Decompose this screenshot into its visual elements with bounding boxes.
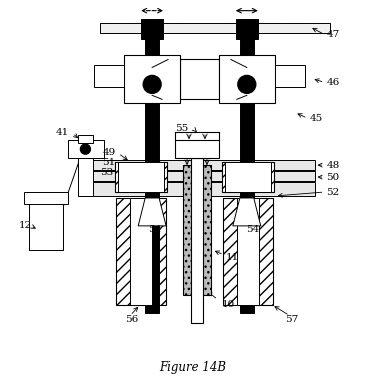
Bar [116, 198, 166, 305]
Bar [78, 158, 93, 196]
Bar [223, 198, 273, 305]
Polygon shape [233, 198, 261, 226]
Text: Figure 14B: Figure 14B [159, 361, 227, 374]
Text: 11: 11 [226, 253, 239, 262]
Circle shape [80, 144, 90, 154]
Bar [236, 19, 258, 39]
Bar [100, 23, 330, 32]
Bar [68, 140, 104, 158]
Bar [124, 56, 180, 103]
Bar [240, 19, 254, 313]
Bar [222, 162, 274, 192]
Polygon shape [138, 198, 166, 226]
Text: 48: 48 [327, 161, 340, 169]
Bar [85, 171, 315, 181]
Circle shape [143, 75, 161, 93]
Text: 49: 49 [102, 148, 115, 157]
Bar [85, 160, 315, 170]
Text: 50: 50 [327, 173, 340, 181]
Bar [24, 192, 68, 204]
Bar [219, 56, 275, 103]
Circle shape [238, 75, 256, 93]
Bar [237, 198, 259, 305]
Bar [183, 165, 211, 295]
Bar [225, 162, 271, 192]
Text: 10: 10 [222, 300, 235, 309]
Text: 41: 41 [56, 128, 69, 137]
Text: 51: 51 [102, 157, 115, 167]
Bar [118, 162, 164, 192]
Bar [145, 19, 159, 313]
Text: 53: 53 [100, 168, 113, 176]
Bar [141, 19, 163, 39]
Text: 54: 54 [246, 225, 259, 234]
Bar [130, 198, 152, 305]
Text: 46: 46 [327, 78, 340, 87]
Bar [191, 158, 203, 323]
Bar [175, 140, 219, 158]
Text: 57: 57 [284, 315, 298, 324]
Bar [29, 198, 63, 250]
Bar [115, 162, 167, 192]
Text: 47: 47 [327, 30, 340, 39]
Bar [78, 135, 93, 143]
Text: 55: 55 [175, 124, 188, 133]
Text: 56: 56 [125, 315, 139, 324]
Bar [94, 66, 124, 87]
Text: 54: 54 [148, 225, 161, 234]
Text: 52: 52 [327, 188, 340, 196]
Bar [180, 59, 219, 99]
Text: 12: 12 [19, 222, 32, 230]
Bar [85, 182, 315, 196]
Text: 45: 45 [310, 114, 323, 123]
Bar [275, 66, 305, 87]
